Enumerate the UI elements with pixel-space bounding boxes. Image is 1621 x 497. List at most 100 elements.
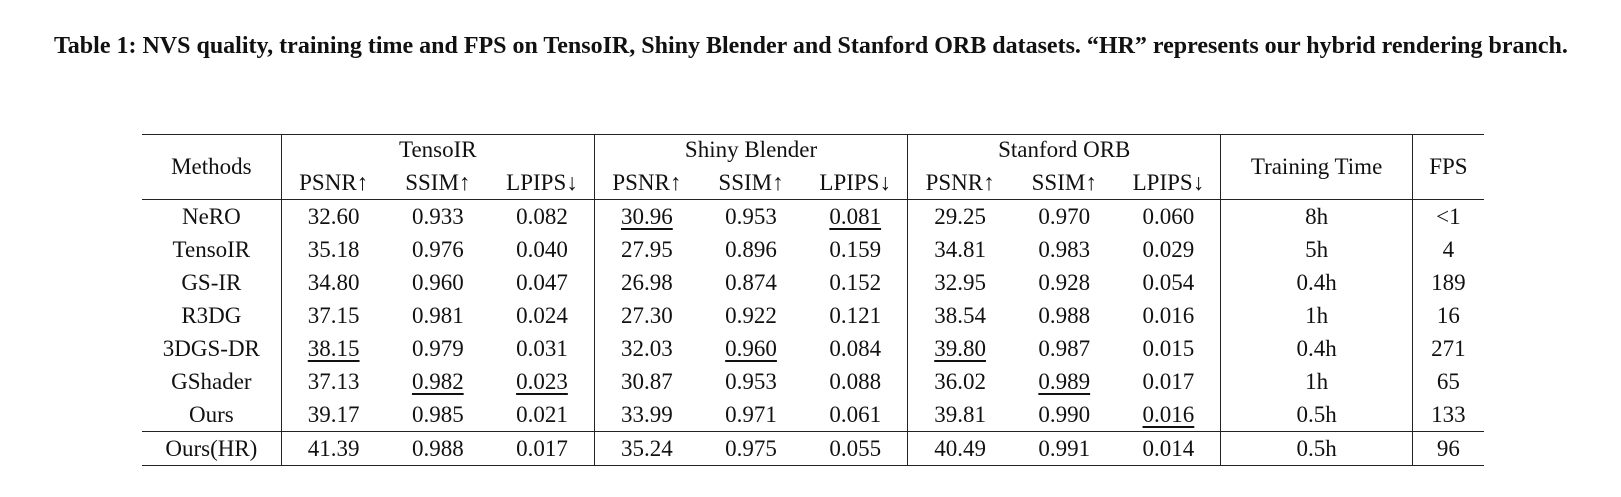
- value-cell: 0.054: [1116, 266, 1222, 299]
- table-row: Ours(HR) 41.39 0.988 0.017 35.24 0.975 0…: [142, 431, 1484, 466]
- value-cell: 0.017: [490, 431, 595, 466]
- group-header-tensoir: TensoIR: [281, 134, 595, 167]
- value-cell: 41.39: [281, 431, 386, 466]
- value-cell: 0.031: [490, 332, 595, 365]
- metric-header: PSNR↑: [907, 167, 1013, 200]
- value-cell: 30.87: [621, 368, 673, 394]
- second-best-value: 0.960: [725, 335, 777, 361]
- value-cell: 0.953: [725, 368, 777, 394]
- value-cell: 0.989: [1012, 365, 1116, 398]
- best-value: 0.021: [490, 398, 595, 432]
- second-best-value: 0.081: [829, 203, 882, 229]
- table-row: NeRO 32.60 0.933 0.082 30.96 0.953 0.081…: [142, 199, 1484, 233]
- value-cell: 38.54: [934, 302, 986, 328]
- table-row: GShader 37.13 0.982 0.023 30.87 0.953 0.…: [142, 365, 1484, 398]
- best-value: 0.015: [1116, 332, 1222, 365]
- value-cell: 0.121: [803, 299, 909, 332]
- time-cell: 0.5h: [1220, 398, 1413, 432]
- time-cell: 0.4h: [1220, 332, 1413, 365]
- value-cell: 0.933: [411, 203, 464, 229]
- value-cell: 0.953: [725, 203, 777, 229]
- second-best-value: 0.016: [1142, 401, 1195, 427]
- method-cell: Ours: [142, 398, 282, 432]
- table-row: 3DGS-DR 38.15 0.979 0.031 32.03 0.960 0.…: [142, 332, 1484, 365]
- value-cell: 0.988: [385, 431, 491, 466]
- time-cell: 1h: [1220, 299, 1413, 332]
- fps-cell: 133: [1431, 401, 1466, 427]
- fps-cell: 271: [1431, 335, 1466, 361]
- value-cell: 0.055: [803, 431, 909, 466]
- fps-cell: 16: [1436, 302, 1460, 328]
- best-value: 33.99: [621, 401, 673, 427]
- second-best-value: 39.80: [934, 335, 986, 361]
- value-cell: 36.02: [934, 368, 986, 394]
- value-cell: 38.15: [281, 332, 385, 365]
- second-best-value: 0.982: [411, 368, 464, 394]
- fps-cell: <1: [1436, 203, 1461, 229]
- value-cell: 40.49: [907, 431, 1013, 466]
- value-cell: 0.981: [411, 302, 464, 328]
- group-header-shiny-blender: Shiny Blender: [594, 134, 909, 167]
- value-cell: 0.976: [411, 236, 464, 262]
- value-cell: 34.80: [307, 269, 360, 295]
- value-cell: 37.15: [307, 302, 360, 328]
- table-row: Ours 39.17 0.985 0.021 33.99 0.971 0.061…: [142, 398, 1484, 432]
- time-cell: 0.4h: [1220, 266, 1413, 299]
- training-time-header: Training Time: [1220, 134, 1413, 200]
- value-cell: 39.80: [908, 332, 1012, 365]
- method-cell: Ours(HR): [142, 431, 282, 466]
- value-cell: 0.922: [725, 302, 777, 328]
- table-row: GS-IR 34.80 0.960 0.047 26.98 0.874 0.15…: [142, 266, 1484, 299]
- value-cell: 35.24: [594, 431, 699, 466]
- value-cell: 0.874: [725, 269, 777, 295]
- second-best-value: 0.989: [1038, 368, 1091, 394]
- value-cell: 0.084: [803, 332, 909, 365]
- method-cell: NeRO: [142, 199, 282, 233]
- table-caption: Table 1: NVS quality, training time and …: [54, 33, 1568, 59]
- value-cell: 0.016: [1116, 299, 1222, 332]
- value-cell: 0.960: [699, 332, 803, 365]
- value-cell: 0.016: [1116, 398, 1222, 432]
- value-cell: 35.18: [307, 236, 360, 262]
- fps-header: FPS: [1412, 134, 1484, 200]
- value-cell: 32.60: [307, 203, 360, 229]
- value-cell: 0.088: [803, 365, 909, 398]
- fps-cell: 96: [1412, 431, 1484, 466]
- metric-header: LPIPS↓: [490, 167, 595, 200]
- methods-header: Methods: [142, 134, 282, 200]
- second-best-value: 30.96: [621, 203, 673, 229]
- fps-cell: 4: [1442, 236, 1455, 262]
- metric-header: LPIPS↓: [1116, 167, 1222, 200]
- best-value: 0.985: [411, 401, 464, 427]
- value-cell: 32.95: [934, 269, 986, 295]
- value-cell: 0.023: [490, 365, 595, 398]
- group-header-stanford-orb: Stanford ORB: [907, 134, 1222, 167]
- table-row: R3DG 37.15 0.981 0.024 27.30 0.922 0.121…: [142, 299, 1484, 332]
- best-value: 0.971: [725, 401, 777, 427]
- value-cell: 0.014: [1116, 431, 1222, 466]
- value-cell: 34.81: [934, 236, 986, 262]
- value-cell: 0.987: [1038, 335, 1091, 361]
- value-cell: 0.896: [725, 236, 777, 262]
- table-row: TensoIR 35.18 0.976 0.040 27.95 0.896 0.…: [142, 233, 1484, 266]
- value-cell: 0.081: [803, 199, 909, 233]
- metric-header: PSNR↑: [281, 167, 386, 200]
- value-cell: 29.25: [934, 203, 986, 229]
- fps-cell: 189: [1431, 269, 1466, 295]
- value-cell: 0.024: [490, 299, 595, 332]
- best-value: 0.061: [803, 398, 909, 432]
- value-cell: 32.03: [621, 335, 673, 361]
- value-cell: 37.13: [307, 368, 360, 394]
- value-cell: 0.988: [1038, 302, 1091, 328]
- value-cell: 0.152: [803, 266, 909, 299]
- value-cell: 26.98: [621, 269, 673, 295]
- metric-header: SSIM↑: [698, 167, 804, 200]
- value-cell: 0.082: [490, 199, 595, 233]
- second-best-value: 38.15: [307, 335, 360, 361]
- method-cell: GShader: [142, 365, 282, 398]
- value-cell: 0.928: [1038, 269, 1091, 295]
- metric-header: SSIM↑: [385, 167, 491, 200]
- value-cell: 0.159: [803, 233, 909, 266]
- time-cell: 1h: [1220, 365, 1413, 398]
- time-cell: 0.5h: [1220, 431, 1413, 466]
